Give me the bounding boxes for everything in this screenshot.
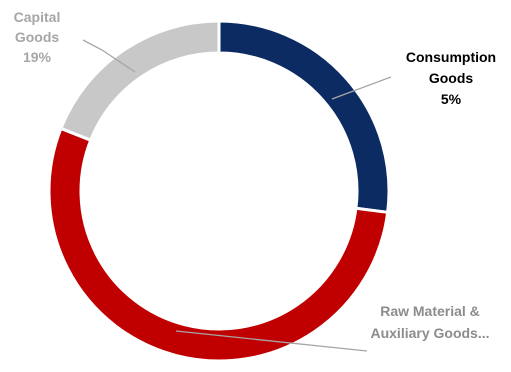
data-label-line: Raw Material & [380, 303, 480, 319]
data-label-3: Capital Goods 19% [14, 9, 61, 65]
leader-line-1 [331, 76, 392, 100]
leader-line-3 [82, 39, 136, 73]
leader-line-2 [175, 330, 368, 352]
donut-slice-3 [58, 19, 221, 143]
data-label-line: Consumption [406, 49, 496, 65]
donut-slice-2 [47, 126, 390, 363]
data-label-line: Goods [429, 70, 474, 86]
data-label-line: 5% [441, 91, 462, 107]
data-label-line: Auxiliary Goods... [370, 325, 489, 341]
data-label-line: 19% [23, 49, 52, 65]
donut-slice-1 [217, 19, 391, 214]
data-label-line: Capital [14, 9, 61, 25]
data-label-1: Consumption Goods 5% [406, 49, 496, 107]
data-label-line: Goods [15, 29, 60, 45]
data-label-2: Raw Material & Auxiliary Goods... [370, 303, 489, 341]
